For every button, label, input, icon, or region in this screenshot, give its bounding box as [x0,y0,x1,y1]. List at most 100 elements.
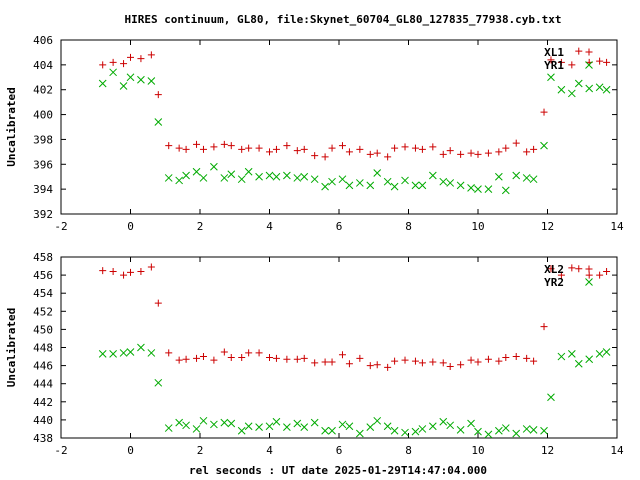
y-tick-label: 456 [33,269,53,282]
data-point [446,147,454,155]
data-point [401,356,409,364]
data-point [175,356,183,364]
data-point [418,145,426,153]
data-point [411,144,419,152]
series-xl1 [99,47,611,161]
data-point [574,79,583,88]
data-point [210,162,218,171]
data-point [283,171,291,180]
data-point [164,174,173,182]
data-point [164,424,173,432]
data-point [345,422,354,431]
data-point [293,147,301,155]
y-tick-label: 448 [33,342,53,355]
x-tick-label: 14 [610,220,624,233]
data-point [199,353,207,361]
data-point [99,61,107,69]
data-point [300,423,309,431]
data-point [120,60,128,68]
data-point [182,355,190,363]
data-point [137,267,145,275]
x-tick-label: 4 [266,220,273,233]
data-point [384,153,392,161]
data-point [345,181,354,190]
data-point [390,426,399,435]
x-axis-label: rel seconds : UT date 2025-01-29T14:47:0… [189,464,487,477]
data-point [585,271,593,279]
data-point [484,149,492,157]
data-point [244,167,253,176]
data-point [429,143,437,151]
x-tick-label: 8 [405,444,412,457]
data-point [193,354,201,362]
y-tick-label: 450 [33,323,53,336]
data-point [199,416,208,425]
data-point [165,349,173,357]
data-point [175,144,183,152]
y-tick-label: 454 [33,287,53,300]
data-point [390,182,399,191]
data-point [484,185,493,193]
data-point [384,363,392,371]
y-tick-label: 446 [33,360,53,373]
data-point [272,354,280,362]
data-point [300,172,309,181]
data-point [547,265,555,273]
y-axis-label: Uncalibrated [5,308,18,387]
data-point [467,356,475,364]
data-point [446,421,455,430]
chart-panels: -2 0 2 4 6 8 10 12 14392394396398400402404406Unc… [5,34,624,457]
data-point [199,145,207,153]
data-point [373,416,382,425]
data-point [595,83,604,92]
data-point [265,171,274,180]
legend-marker [585,48,593,56]
data-point [557,85,566,94]
data-point [501,424,510,432]
data-point [355,429,364,438]
y-tick-label: 404 [33,59,53,72]
data-point [529,175,538,184]
data-point [502,353,510,361]
data-point [418,359,426,367]
data-point [495,148,503,156]
data-point [255,423,263,431]
series-xl2 [99,263,611,371]
data-point [182,421,190,430]
y-tick-label: 442 [33,396,53,409]
data-point [373,169,382,177]
data-point [311,152,319,160]
legend-marker [585,61,593,69]
data-point [283,355,291,363]
data-point [457,150,465,158]
series-yr1 [98,68,611,195]
data-point [220,174,229,182]
legend-marker [585,278,593,286]
x-tick-label: 0 [127,220,134,233]
y-axis-label: Uncalibrated [5,87,18,166]
data-point [328,144,336,152]
legend-label: YR2 [544,276,564,289]
data-point [310,175,319,184]
data-point [220,418,229,427]
data-point [567,349,576,358]
data-point [182,145,190,153]
y-tick-label: 438 [33,432,53,445]
data-point [457,361,465,369]
data-point [467,184,475,192]
data-point [293,174,302,182]
data-point [366,423,375,431]
data-point [220,348,228,356]
data-point [127,53,134,61]
data-point [227,142,235,150]
data-point [338,420,347,429]
data-point [272,145,280,153]
y-tick-label: 444 [33,378,53,391]
data-point [210,420,218,429]
legend-label: XL2 [544,263,564,276]
data-point [109,58,117,66]
data-point [540,323,548,331]
y-tick-label: 400 [33,109,53,122]
data-point [126,73,135,82]
